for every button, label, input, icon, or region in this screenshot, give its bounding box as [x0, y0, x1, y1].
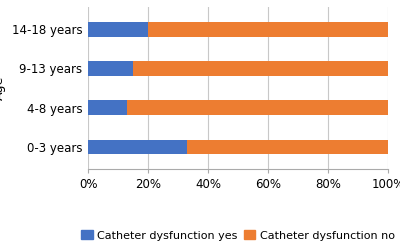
- Bar: [88, 140, 187, 155]
- Bar: [187, 140, 388, 155]
- Bar: [88, 100, 127, 115]
- Legend: Catheter dysfunction yes, Catheter dysfunction no: Catheter dysfunction yes, Catheter dysfu…: [77, 226, 399, 245]
- Bar: [88, 61, 133, 76]
- Y-axis label: Age: Age: [0, 76, 6, 100]
- Bar: [88, 22, 148, 36]
- Bar: [133, 61, 388, 76]
- Bar: [127, 100, 388, 115]
- Bar: [148, 22, 388, 36]
